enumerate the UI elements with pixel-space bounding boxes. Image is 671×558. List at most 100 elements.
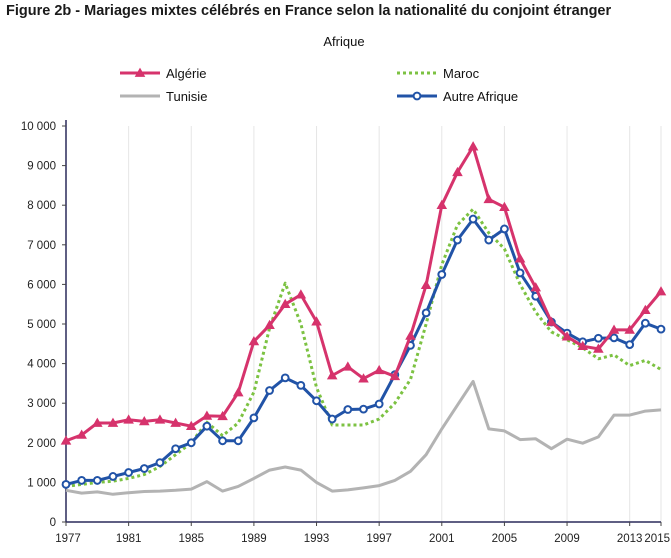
data-point-autre-afrique: [296, 380, 306, 390]
data-point-autre-afrique: [265, 386, 274, 395]
data-point-autre-afrique: [500, 224, 509, 234]
y-tick-label: 1 000: [27, 477, 56, 489]
data-point-algerie: [452, 166, 463, 177]
y-tick-label: 10 000: [21, 121, 56, 133]
data-point-algerie: [546, 316, 557, 326]
legend-marker-autre-afrique: [412, 91, 422, 101]
series-algerie: [60, 141, 667, 445]
data-point-algerie: [154, 414, 166, 424]
legend-item-tunisie: Tunisie: [120, 89, 207, 104]
data-point-algerie: [608, 324, 620, 334]
data-point-algerie: [170, 417, 181, 427]
chart-axes: [65, 120, 661, 523]
y-tick-label: 9 000: [27, 161, 56, 173]
data-point-autre-afrique: [233, 436, 243, 446]
data-point-algerie: [232, 387, 244, 397]
y-tick-label: 8 000: [27, 200, 56, 212]
data-point-algerie: [123, 414, 134, 424]
data-point-algerie: [248, 336, 260, 346]
legend-label-autre-afrique: Autre Afrique: [443, 89, 518, 104]
data-point-algerie: [467, 141, 479, 151]
data-point-algerie: [530, 282, 542, 292]
data-point-autre-afrique: [139, 464, 149, 473]
data-point-algerie: [60, 435, 72, 445]
x-tick-label: 2009: [554, 533, 580, 545]
figure-title: Figure 2b - Mariages mixtes célébrés en …: [6, 3, 612, 19]
y-tick-label: 0: [50, 517, 56, 529]
data-point-autre-afrique: [374, 399, 384, 409]
data-point-autre-afrique: [280, 373, 290, 383]
x-tick-label: 1985: [178, 533, 204, 545]
data-point-algerie: [655, 286, 667, 296]
x-axis-ticks: 1977 1981 1985 1989 1993 1997 2001 2005 2009 2013…: [55, 522, 670, 545]
data-point-autre-afrique: [312, 396, 321, 406]
y-tick-label: 2 000: [27, 438, 56, 450]
legend-marker-algerie: [134, 67, 146, 77]
chart-series: [60, 141, 667, 496]
series-autre-afrique: [61, 214, 666, 489]
x-tick-label: 1989: [241, 533, 267, 545]
series-line-autre-afrique: [65, 217, 662, 486]
data-point-autre-afrique: [92, 476, 102, 485]
data-point-autre-afrique: [593, 333, 603, 343]
data-point-autre-afrique: [218, 436, 227, 446]
y-tick-label: 7 000: [27, 240, 56, 252]
chart-subtitle: Afrique: [323, 34, 364, 49]
data-point-algerie: [264, 319, 275, 330]
data-point-autre-afrique: [249, 413, 259, 423]
data-point-algerie: [593, 343, 604, 353]
data-point-autre-afrique: [359, 404, 368, 414]
data-point-autre-afrique: [484, 235, 494, 245]
data-point-algerie: [640, 304, 651, 314]
data-point-autre-afrique: [656, 324, 666, 334]
data-point-algerie: [373, 364, 385, 375]
data-point-autre-afrique: [437, 270, 447, 279]
data-point-algerie: [358, 373, 369, 383]
y-tick-label: 3 000: [27, 398, 56, 410]
data-point-algerie: [405, 330, 416, 340]
data-point-algerie: [420, 279, 432, 290]
chart-grid: [128, 126, 662, 522]
data-point-autre-afrique: [625, 340, 635, 349]
data-point-autre-afrique: [468, 214, 478, 224]
data-point-algerie: [76, 429, 87, 439]
data-point-autre-afrique: [421, 308, 431, 318]
chart-legend: Algérie Maroc Tunisie Autre Afrique: [120, 66, 518, 104]
y-axis-ticks: 0 1 000 2 000 3 000 4 000 5 000 6 000 7 000 8 00…: [21, 121, 66, 529]
data-point-autre-afrique: [515, 268, 525, 278]
x-tick-label: 1981: [116, 533, 142, 545]
legend-label-maroc: Maroc: [443, 66, 480, 81]
data-point-algerie: [92, 417, 103, 427]
data-point-algerie: [279, 298, 291, 309]
data-point-autre-afrique: [343, 405, 353, 414]
data-point-autre-afrique: [327, 414, 337, 424]
data-point-algerie: [185, 420, 197, 431]
data-point-algerie: [326, 370, 338, 380]
legend-label-tunisie: Tunisie: [166, 89, 207, 104]
y-tick-label: 6 000: [27, 279, 56, 291]
data-point-algerie: [624, 324, 635, 334]
data-point-algerie: [217, 410, 228, 421]
series-tunisie: [65, 379, 662, 496]
legend-item-algerie: Algérie: [120, 66, 206, 81]
y-tick-label: 5 000: [27, 319, 56, 331]
series-line-algerie: [65, 145, 663, 443]
data-point-algerie: [483, 193, 495, 204]
data-point-autre-afrique: [640, 318, 650, 328]
data-point-autre-afrique: [609, 333, 619, 343]
x-tick-label: 1997: [366, 533, 392, 545]
data-point-algerie: [514, 253, 526, 263]
y-tick-label: 4 000: [27, 359, 56, 371]
data-point-autre-afrique: [171, 444, 181, 454]
series-line-tunisie: [65, 379, 662, 496]
data-point-autre-afrique: [108, 472, 118, 481]
x-tick-label: 1977: [55, 533, 81, 545]
series-line-maroc: [65, 207, 662, 488]
data-point-algerie: [201, 410, 213, 420]
data-point-algerie: [561, 331, 573, 341]
data-point-autre-afrique: [155, 458, 165, 468]
data-point-algerie: [342, 361, 354, 371]
data-point-autre-afrique: [77, 476, 87, 485]
data-point-algerie: [499, 201, 510, 212]
